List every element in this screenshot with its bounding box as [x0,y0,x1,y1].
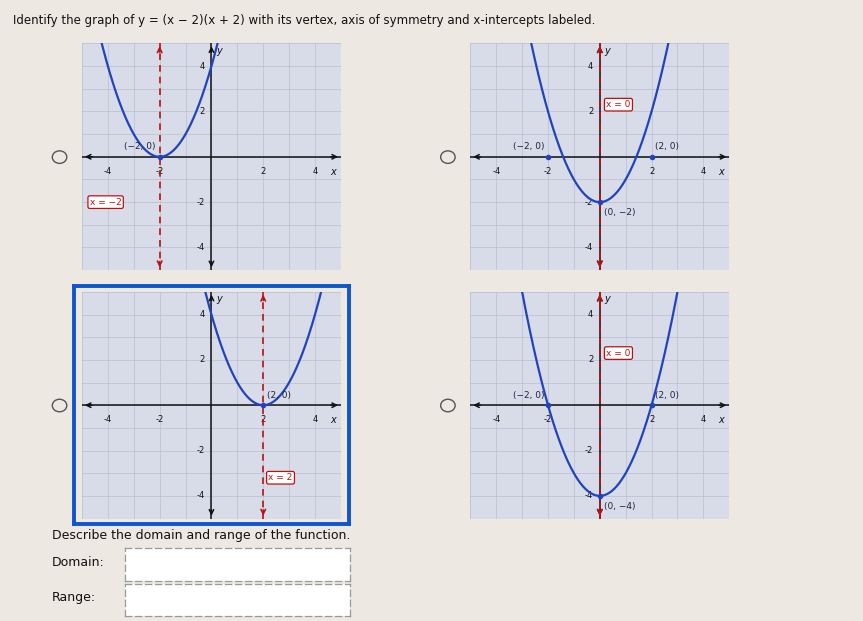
Text: (−2, 0): (−2, 0) [513,142,544,151]
Text: 2: 2 [649,167,654,176]
Text: x = 0: x = 0 [606,100,631,109]
Text: -4: -4 [585,243,594,252]
Text: x: x [330,167,336,177]
Text: -4: -4 [492,415,501,424]
Text: Domain:: Domain: [52,556,104,568]
Text: 4: 4 [312,415,318,424]
Text: x = 0: x = 0 [606,348,631,358]
Text: 4: 4 [312,167,318,176]
Text: 4: 4 [588,61,594,71]
Text: -4: -4 [492,167,501,176]
Text: 2: 2 [588,355,594,365]
Text: x: x [718,415,724,425]
Text: -4: -4 [585,491,594,501]
Text: x: x [718,167,724,177]
Text: -2: -2 [585,446,594,455]
Text: -4: -4 [197,491,205,501]
Text: 2: 2 [199,355,205,365]
Text: -2: -2 [544,167,552,176]
Text: Identify the graph of y = (x − 2)(x + 2) with its vertex, axis of symmetry and x: Identify the graph of y = (x − 2)(x + 2)… [13,14,595,27]
Text: x = 2: x = 2 [268,473,293,483]
Text: y: y [216,46,222,56]
Text: -2: -2 [197,446,205,455]
Text: 2: 2 [261,167,266,176]
Text: 2: 2 [588,107,594,116]
Text: y: y [216,294,222,304]
Text: 4: 4 [701,415,706,424]
Text: -2: -2 [544,415,552,424]
Text: y: y [604,46,610,56]
Text: -2: -2 [155,167,164,176]
Text: (2, 0): (2, 0) [656,391,679,399]
Text: (−2, 0): (−2, 0) [124,142,155,151]
Text: Describe the domain and range of the function.: Describe the domain and range of the fun… [52,529,350,542]
Text: 4: 4 [199,310,205,319]
Text: 2: 2 [199,107,205,116]
Text: -2: -2 [155,415,164,424]
Text: (−2, 0): (−2, 0) [513,391,544,399]
Text: 2: 2 [261,415,266,424]
Text: -2: -2 [197,197,205,207]
Text: 2: 2 [649,415,654,424]
Text: -4: -4 [104,167,112,176]
Text: y: y [604,294,610,304]
Text: (2, 0): (2, 0) [656,142,679,151]
Text: -4: -4 [197,243,205,252]
Text: Range:: Range: [52,591,96,604]
Text: (0, −2): (0, −2) [604,208,635,217]
Text: (0, −4): (0, −4) [604,502,635,510]
Text: x = −2: x = −2 [90,197,122,207]
Text: -2: -2 [585,197,594,207]
Text: 4: 4 [588,310,594,319]
Text: -4: -4 [104,415,112,424]
Text: 4: 4 [701,167,706,176]
Text: (2, 0): (2, 0) [268,391,291,399]
Text: x: x [330,415,336,425]
Text: 4: 4 [199,61,205,71]
